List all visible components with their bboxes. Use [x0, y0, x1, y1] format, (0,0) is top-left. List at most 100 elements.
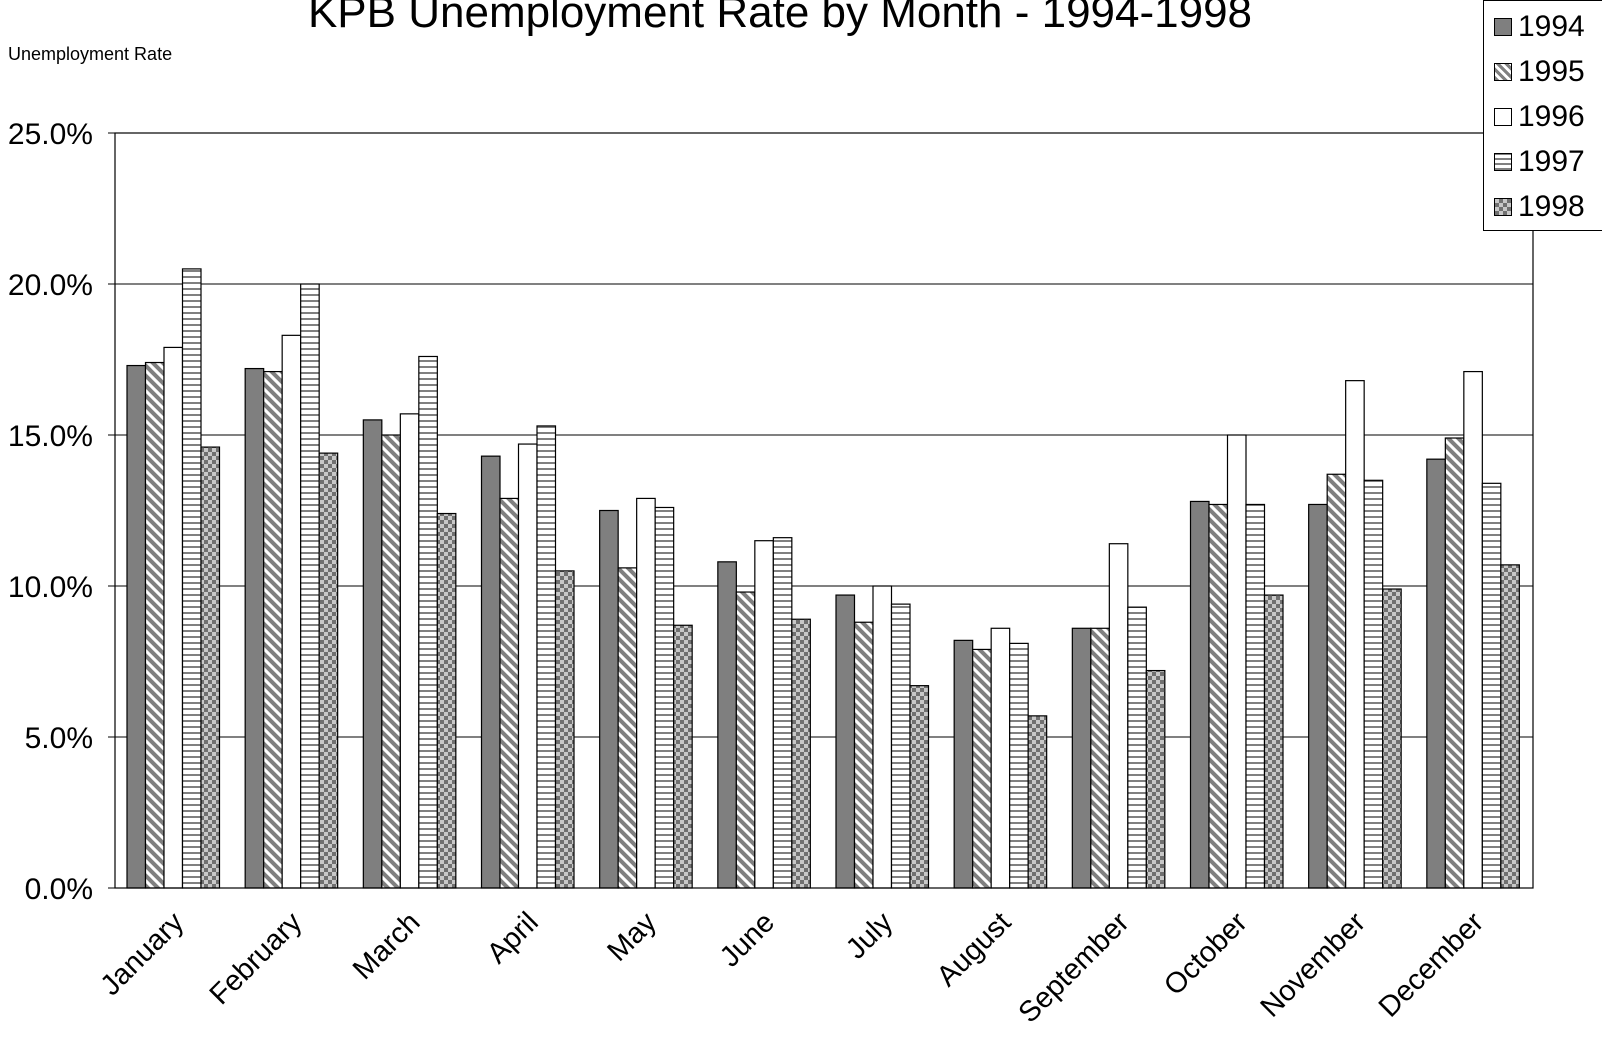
bar-1998-march: [436, 512, 457, 889]
bar-1997-december: [1481, 482, 1502, 889]
y-tick-label: 5.0%: [25, 722, 93, 755]
x-tick-label: July: [840, 906, 899, 965]
bar-1997-january: [181, 268, 202, 889]
x-tick-label: September: [1013, 906, 1136, 1029]
bar-1996-august: [990, 627, 1011, 889]
x-tick-label: October: [1158, 906, 1254, 1002]
legend: 1994 1995 1996 1997 1998: [1483, 0, 1602, 231]
bar-1996-november: [1345, 380, 1365, 889]
bar-1996-september: [1108, 543, 1129, 889]
bar-1998-may: [673, 624, 693, 889]
bar-1998-june: [791, 618, 811, 889]
bar-1994-march: [362, 419, 383, 889]
bar-1994-june: [717, 561, 737, 889]
legend-label: 1994: [1518, 10, 1585, 43]
bar-1995-july: [853, 621, 874, 889]
bar-1995-february: [263, 370, 283, 889]
y-tick-label: 10.0%: [8, 571, 93, 604]
bar-1997-november: [1363, 479, 1384, 889]
bar-1996-april: [517, 443, 538, 889]
bar-1994-october: [1189, 500, 1210, 889]
bar-1995-october: [1208, 503, 1229, 889]
bar-1998-september: [1145, 669, 1166, 889]
bar-1997-october: [1245, 503, 1266, 889]
bar-1997-august: [1009, 642, 1029, 889]
bar-1994-july: [835, 594, 856, 889]
y-tick-label: 0.0%: [25, 873, 93, 906]
legend-item-1994: 1994: [1494, 10, 1585, 43]
x-tick-label: December: [1373, 906, 1490, 1023]
bar-1995-april: [499, 497, 520, 889]
bar-1994-september: [1071, 627, 1092, 889]
legend-item-1997: 1997: [1494, 145, 1585, 178]
bar-1996-june: [754, 540, 774, 889]
legend-swatch: [1494, 108, 1512, 126]
legend-item-1996: 1996: [1494, 100, 1585, 133]
bar-1998-october: [1263, 594, 1284, 889]
legend-label: 1995: [1518, 55, 1585, 88]
bar-1995-december: [1444, 437, 1465, 889]
bar-1994-november: [1308, 503, 1328, 889]
bar-1997-march: [418, 355, 438, 889]
bar-1994-january: [126, 364, 147, 889]
bar-1995-january: [144, 361, 165, 889]
bar-1996-december: [1463, 370, 1483, 889]
legend-swatch: [1494, 153, 1512, 171]
bar-1995-june: [735, 591, 756, 889]
bar-1995-november: [1326, 473, 1347, 889]
bar-1996-may: [636, 497, 656, 889]
bar-1997-september: [1127, 606, 1147, 889]
bar-1998-january: [200, 446, 221, 889]
legend-label: 1996: [1518, 100, 1585, 133]
x-tick-label: June: [714, 906, 781, 973]
bar-1994-april: [480, 455, 501, 889]
bar-1996-january: [163, 346, 184, 889]
bar-1998-april: [554, 570, 575, 889]
y-tick-label: 15.0%: [8, 420, 93, 453]
legend-item-1998: 1998: [1494, 190, 1585, 223]
bar-1997-july: [890, 603, 911, 889]
tick-labels: 0.0% 5.0% 10.0% 15.0% 20.0% 25.0% January Febru…: [8, 118, 1490, 1029]
bar-1994-august: [953, 639, 974, 889]
legend-swatch: [1494, 198, 1512, 216]
x-tick-label: April: [481, 906, 545, 970]
bar-1996-march: [399, 413, 420, 889]
bars: [126, 268, 1520, 889]
bar-1994-february: [244, 367, 265, 889]
legend-label: 1997: [1518, 145, 1585, 178]
y-axis-label: Unemployment Rate: [8, 44, 173, 64]
bar-1998-november: [1382, 588, 1402, 889]
bar-1998-february: [318, 452, 339, 889]
bar-1997-april: [536, 425, 557, 889]
bar-1997-february: [300, 283, 320, 889]
x-tick-label: May: [601, 906, 663, 968]
bar-1996-july: [872, 585, 893, 889]
x-tick-label: March: [347, 906, 427, 986]
axes: [108, 132, 1534, 889]
bar-1998-july: [909, 685, 930, 889]
bar-1996-october: [1226, 434, 1247, 889]
bar-1995-march: [381, 434, 401, 889]
legend-label: 1998: [1518, 190, 1585, 223]
y-tick-label: 20.0%: [8, 269, 93, 302]
legend-swatch: [1494, 18, 1512, 36]
bar-1997-may: [654, 506, 675, 889]
plot-area: [114, 132, 1534, 889]
x-tick-label: November: [1255, 906, 1372, 1023]
bar-1996-february: [281, 334, 302, 889]
x-tick-label: August: [931, 906, 1017, 992]
bar-1995-august: [972, 648, 992, 889]
bar-1997-june: [772, 537, 793, 889]
legend-swatch: [1494, 63, 1512, 81]
bar-1994-december: [1426, 458, 1446, 889]
y-tick-label: 25.0%: [8, 118, 93, 151]
bar-1998-august: [1027, 715, 1048, 889]
x-tick-label: February: [204, 906, 309, 1011]
bar-1994-may: [599, 509, 619, 889]
x-tick-label: January: [95, 906, 191, 1002]
bar-1995-may: [617, 567, 638, 889]
legend-item-1995: 1995: [1494, 55, 1585, 88]
bar-1995-september: [1090, 627, 1110, 889]
bar-1998-december: [1500, 564, 1520, 889]
